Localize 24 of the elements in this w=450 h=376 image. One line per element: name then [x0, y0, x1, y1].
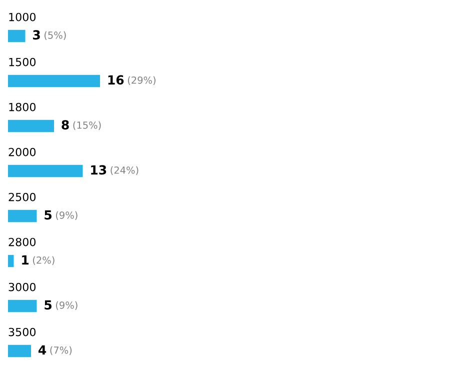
bar — [8, 300, 37, 312]
data-label: 3 (5%) — [33, 30, 66, 40]
y-tick-label: 2800 — [8, 238, 36, 246]
bar — [8, 254, 14, 268]
y-tick-label: 3500 — [8, 328, 36, 336]
bar — [8, 120, 54, 132]
y-tick-label: 2500 — [8, 192, 36, 202]
data-label: 5 (9%) — [44, 300, 78, 310]
data-label: 13 (24%) — [91, 165, 138, 175]
data-label: 5 (9%) — [44, 210, 78, 220]
y-tick-label: 2000 — [8, 148, 36, 156]
data-label: 8 (15%) — [62, 120, 101, 130]
bar — [8, 344, 31, 358]
bar — [8, 30, 26, 42]
bar — [8, 164, 83, 178]
y-tick-label: 1000 — [9, 12, 36, 22]
data-label: 16 (29%) — [108, 75, 156, 85]
bar — [8, 210, 37, 222]
bar — [8, 74, 100, 88]
y-tick-label: 1800 — [9, 102, 36, 112]
data-label: 1 (2%) — [22, 255, 54, 265]
data-label: 4 (7%) — [38, 345, 72, 355]
y-tick-label: 3000 — [8, 282, 36, 292]
y-tick-label: 1500 — [9, 58, 36, 66]
